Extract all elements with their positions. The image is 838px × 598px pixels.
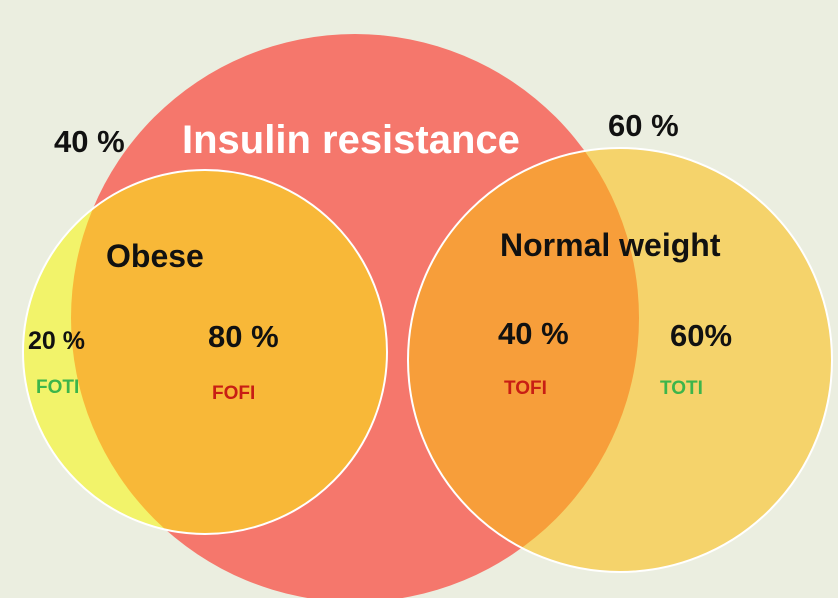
obese-overlap-region — [71, 170, 387, 534]
obese-insulin-resistant-percent: 80 % — [208, 319, 279, 354]
normal-weight-circle-outline — [407, 147, 833, 573]
fofi-label: FOFI — [212, 383, 256, 404]
foti-label: FOTI — [36, 377, 80, 398]
insulin-resistance-title: Insulin resistance — [182, 118, 520, 162]
obese-group-label: Obese — [106, 238, 204, 274]
insulin-resistance-obese-percent: 40 % — [54, 124, 125, 159]
toti-label: TOTI — [660, 378, 703, 399]
tofi-label: TOFI — [504, 378, 547, 399]
normal-insulin-sensitive-percent: 60% — [670, 318, 733, 353]
normal-insulin-resistant-percent: 40 % — [498, 316, 569, 351]
obese-insulin-sensitive-percent: 20 % — [28, 327, 85, 355]
insulin-resistance-normal-percent: 60 % — [608, 108, 679, 143]
normal-weight-overlap-region — [408, 148, 639, 572]
obese-circle-outline — [22, 169, 388, 535]
normal-weight-group-label: Normal weight — [500, 227, 721, 263]
